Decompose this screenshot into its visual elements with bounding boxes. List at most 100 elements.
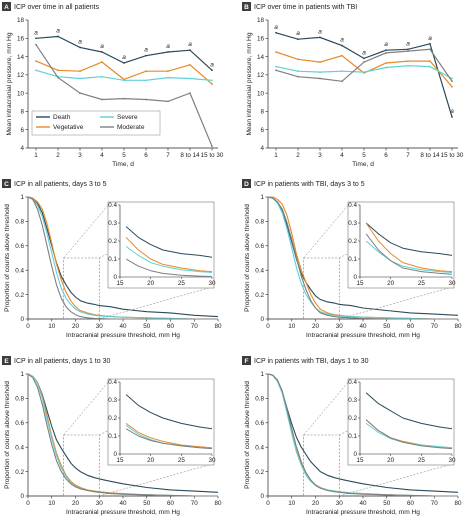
- x-axis-label: Intracranial pressure threshold, mm Hg: [66, 509, 180, 516]
- data-point-moderate: [145, 98, 147, 101]
- inset-series-line-death: [125, 226, 213, 258]
- significance-mark: a: [318, 28, 322, 35]
- data-point-severe: [211, 79, 213, 82]
- y-tick-label: 0.2: [15, 469, 24, 476]
- y-tick-label: 1: [260, 194, 264, 201]
- y-tick-label: 18: [17, 17, 25, 24]
- data-point-severe: [297, 70, 299, 73]
- inset-chart: 0 0.1 0.2 0.3 0.4 15 20 25 30: [303, 378, 456, 497]
- y-tick-label: 0: [20, 316, 24, 323]
- y-tick-label: 16: [17, 35, 25, 42]
- x-tick-label: 60: [167, 500, 175, 507]
- y-tick-label: 12: [257, 72, 265, 79]
- inset-y-tick-label: 0.1: [348, 256, 357, 263]
- zoom-region: [63, 434, 100, 497]
- y-tick-label: 1: [20, 371, 24, 378]
- inset-x-tick-label: 30: [448, 280, 456, 287]
- x-tick-label: 50: [143, 323, 151, 330]
- data-point-death: [211, 69, 213, 72]
- data-point-severe: [429, 65, 431, 68]
- panel-badge-f: F: [242, 356, 251, 365]
- inset-series-line-moderate: [125, 258, 213, 277]
- data-point-vegetative: [297, 58, 299, 61]
- inset-y-tick-label: 0.2: [348, 238, 357, 245]
- y-tick-label: 8: [260, 109, 264, 116]
- x-tick-label: 1: [274, 152, 278, 159]
- x-tick-label: 70: [431, 323, 439, 330]
- data-point-vegetative: [385, 62, 387, 64]
- inset-series-line-death: [125, 394, 213, 430]
- data-point-severe: [101, 75, 103, 78]
- x-tick-label: 50: [383, 323, 391, 330]
- data-point-moderate: [363, 61, 365, 63]
- significance-mark: a: [340, 37, 344, 44]
- x-tick-label: 0: [266, 323, 270, 330]
- x-tick-label: 10: [48, 500, 56, 507]
- zoom-connector: [303, 379, 351, 436]
- inset-y-tick-label: 0.3: [108, 397, 117, 404]
- y-tick-label: 1: [260, 371, 264, 378]
- data-point-severe: [451, 77, 453, 80]
- data-point-moderate: [79, 92, 81, 95]
- series-line-vegetative: [275, 51, 453, 88]
- zoom-connector: [63, 379, 111, 436]
- inset-y-tick-label: 0.4: [108, 379, 117, 386]
- significance-mark: a: [384, 41, 388, 48]
- inset-y-tick-label: 0: [113, 451, 117, 458]
- x-tick-label: 5: [122, 152, 126, 159]
- x-tick-label: 8 to 14: [420, 152, 440, 159]
- zoom-connector: [63, 202, 111, 259]
- x-tick-label: 20: [72, 323, 80, 330]
- inset-frame: [347, 378, 455, 466]
- x-axis-label: Intracranial pressure threshold, mm Hg: [306, 509, 420, 516]
- y-tick-label: 0.8: [255, 396, 264, 403]
- x-tick-label: 4: [340, 152, 344, 159]
- significance-mark: a: [100, 43, 104, 50]
- inset-series-line-death: [365, 392, 453, 430]
- data-point-moderate: [385, 52, 387, 54]
- x-tick-label: 15 to 30: [201, 152, 224, 159]
- inset-frame: [107, 201, 215, 289]
- x-axis-label: Intracranial pressure threshold, mm Hg: [66, 332, 180, 339]
- data-point-severe: [145, 79, 147, 82]
- badge-letter: C: [4, 181, 9, 188]
- significance-mark: a: [34, 29, 38, 36]
- inset-y-tick-label: 0.2: [108, 415, 117, 422]
- y-tick-label: 0.2: [15, 292, 24, 299]
- inset-series-line-moderate: [365, 419, 453, 450]
- x-tick-label: 40: [359, 323, 367, 330]
- x-tick-label: 10: [288, 500, 296, 507]
- badge-letter: E: [4, 358, 9, 365]
- x-tick-label: 50: [383, 500, 391, 507]
- badge-letter: F: [245, 358, 249, 365]
- data-point-severe: [123, 79, 125, 82]
- inset-y-tick-label: 0.2: [348, 415, 357, 422]
- inset-series-line-vegetative: [365, 222, 453, 273]
- chart-c: 00.20.40.60.810 10 20 30 40 50 60 70 80Intracran…: [4, 194, 222, 339]
- y-tick-label: 4: [260, 145, 264, 152]
- significance-mark: a: [296, 30, 300, 37]
- panel-title-e: ICP in all patients, days 1 to 30: [14, 358, 110, 365]
- x-tick-label: 5: [362, 152, 366, 159]
- legend-label-vegetative: Vegetative: [53, 124, 84, 131]
- x-tick-label: 3: [318, 152, 322, 159]
- x-tick-label: 80: [454, 500, 462, 507]
- inset-chart: 0 0.1 0.2 0.3 0.4 15 20 25 30: [63, 201, 216, 320]
- data-point-severe: [167, 76, 169, 79]
- panel-title-a: ICP over time in all patients: [14, 4, 100, 11]
- badge-letter: D: [244, 181, 249, 188]
- x-tick-label: 3: [78, 152, 82, 159]
- y-tick-label: 0.8: [15, 396, 24, 403]
- y-tick-label: 1: [20, 194, 24, 201]
- x-tick-label: 10: [288, 323, 296, 330]
- panel-title-d: ICP in patients with TBI, days 3 to 5: [254, 181, 365, 188]
- inset-x-tick-label: 20: [387, 457, 395, 464]
- significance-mark: a: [166, 43, 170, 50]
- data-point-severe: [385, 66, 387, 69]
- data-point-severe: [407, 64, 409, 67]
- x-tick-label: 70: [191, 500, 199, 507]
- data-point-death: [385, 49, 387, 52]
